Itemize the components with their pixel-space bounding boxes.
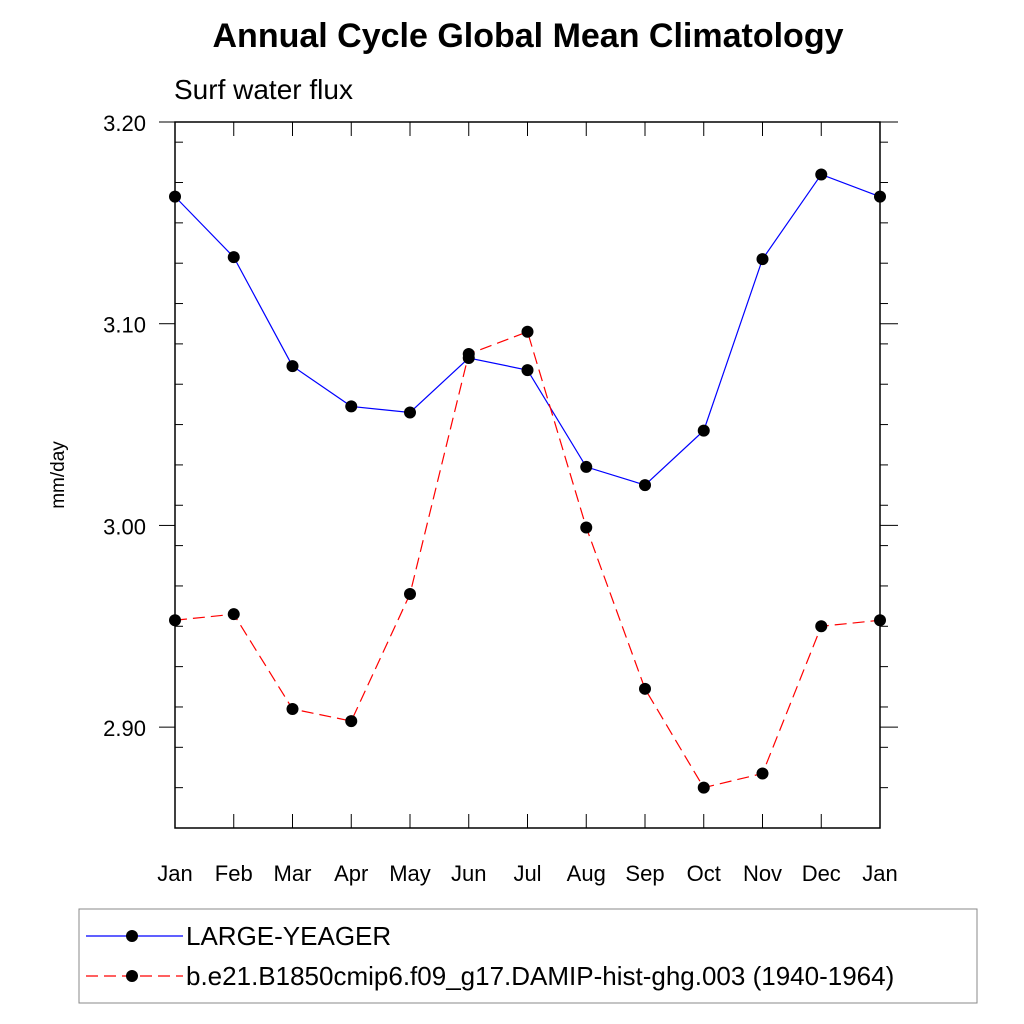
y-tick-label: 2.90: [103, 716, 146, 741]
data-point: [639, 682, 651, 695]
legend-marker: [126, 930, 138, 942]
data-point: [404, 406, 416, 419]
y-tick-label: 3.20: [103, 111, 146, 136]
x-tick-label: Oct: [687, 861, 721, 886]
x-tick-label: May: [389, 861, 431, 886]
legend-label-1: b.e21.B1850cmip6.f09_g17.DAMIP-hist-ghg.…: [186, 961, 894, 991]
x-tick-label: Jul: [513, 861, 541, 886]
x-tick-label: Jan: [157, 861, 192, 886]
x-tick-label: Feb: [215, 861, 253, 886]
x-tick-label: Aug: [567, 861, 606, 886]
data-point: [521, 364, 534, 377]
plot-frame: [174, 121, 881, 829]
data-point: [756, 767, 769, 780]
axis-ticks: [159, 121, 898, 828]
y-tick-label: 3.00: [103, 514, 146, 539]
chart-title: Annual Cycle Global Mean Climatology: [213, 17, 844, 55]
data-point: [815, 620, 828, 633]
y-tick-label: 3.10: [103, 313, 146, 338]
data-point: [227, 251, 240, 264]
y-tick-labels: 2.90 3.00 3.10 3.20: [103, 111, 146, 741]
data-point: [345, 715, 358, 728]
data-point: [227, 608, 240, 621]
data-point: [404, 588, 416, 601]
data-point: [874, 190, 886, 203]
data-point: [286, 702, 299, 715]
legend: LARGE-YEAGER b.e21.B1850cmip6.f09_g17.DAM…: [86, 921, 894, 991]
x-tick-label: Sep: [625, 861, 664, 886]
data-point: [345, 400, 358, 413]
x-tick-labels: Jan Feb Mar Apr May Jun Jul Aug Sep Oct Nov Dec Jan: [157, 861, 897, 886]
data-point: [580, 460, 593, 473]
legend-label-0: LARGE-YEAGER: [186, 921, 391, 951]
series-layer: [169, 168, 886, 794]
data-point: [169, 190, 181, 203]
x-tick-label: Mar: [274, 861, 312, 886]
data-point: [697, 781, 710, 794]
series-line-1: [174, 330, 881, 789]
x-tick-label: Apr: [334, 861, 368, 886]
x-tick-label: Jan: [862, 861, 897, 886]
legend-box: [78, 908, 978, 1004]
data-point: [697, 424, 710, 437]
y-axis-label: mm/day: [48, 441, 69, 509]
data-point: [462, 347, 475, 360]
x-tick-label: Jun: [451, 861, 486, 886]
x-tick-label: Dec: [802, 861, 841, 886]
chart-subtitle: Surf water flux: [174, 74, 353, 105]
data-point: [521, 325, 534, 338]
data-point: [639, 479, 651, 492]
data-point: [874, 614, 886, 627]
data-point: [169, 614, 181, 627]
data-point: [580, 521, 593, 534]
legend-marker: [126, 970, 138, 982]
data-point: [815, 168, 828, 181]
data-point: [756, 253, 769, 266]
x-tick-label: Nov: [743, 861, 782, 886]
data-point: [286, 360, 299, 373]
